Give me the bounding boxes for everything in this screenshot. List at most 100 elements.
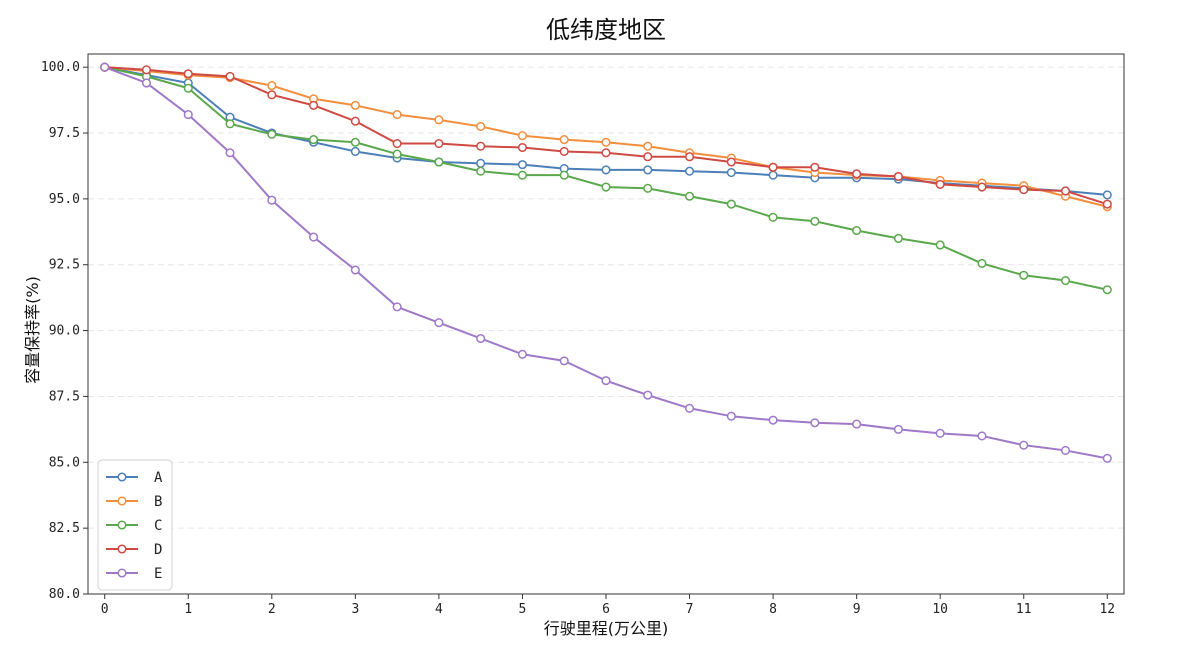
data-point [768,212,778,222]
y-tick-label: 97.5 [49,126,80,141]
data-point [977,431,987,441]
data-point [1060,275,1071,286]
y-tick-label: 92.5 [49,258,80,273]
legend-label: C [154,518,162,534]
legend-item-a: A [106,470,163,486]
data-point [726,167,736,178]
x-tick-label: 7 [686,602,694,617]
y-tick-label: 95.0 [49,192,80,207]
x-tick-label: 9 [853,602,861,617]
data-point [601,376,611,386]
data-point [977,182,987,192]
legend-label: B [154,494,162,510]
x-tick-label: 11 [1016,602,1032,617]
y-axis-title: 容量保持率(%) [23,276,42,384]
data-point [810,418,820,428]
plot-area-frame [87,53,1125,595]
data-point [726,199,736,209]
data-point [684,166,695,176]
data-point [476,141,486,151]
x-tick-label: 10 [932,602,948,617]
legend-marker [117,472,127,482]
data-point [935,240,945,250]
data-point [643,141,653,151]
data-point [267,81,277,91]
legend-marker [117,544,127,554]
data-point [225,148,235,158]
data-point [1102,285,1112,295]
x-tick-label: 12 [1099,602,1115,617]
data-point [517,142,528,153]
data-point [392,302,402,312]
data-point [141,78,152,88]
data-point [350,116,360,126]
data-point [852,169,862,179]
data-point [392,139,402,149]
data-point [643,183,653,193]
data-point [559,356,569,366]
chart-title: 低纬度地区 [546,16,666,44]
data-point [810,162,820,172]
data-point [476,333,486,344]
data-point [643,165,653,175]
data-point [810,216,820,226]
data-point [1019,440,1029,450]
x-tick-label: 1 [184,602,192,617]
data-point [267,129,277,139]
data-point [1060,445,1071,455]
y-tick-label: 100.0 [41,60,80,75]
y-tick-label: 85.0 [49,455,80,470]
data-point [1102,453,1112,463]
x-tick-label: 8 [769,602,777,617]
x-tick-label: 0 [101,602,109,617]
data-point [476,158,486,168]
data-point [643,152,653,162]
data-point [768,415,778,425]
data-point [1019,270,1029,280]
data-point [225,119,235,129]
data-point [559,146,569,157]
data-point [1019,185,1029,195]
data-point [935,179,945,189]
data-point [1102,199,1112,209]
data-point [977,258,987,268]
data-point [684,403,695,413]
legend-marker [117,520,127,530]
data-point [684,152,695,162]
data-point [643,390,653,400]
data-point [852,225,862,236]
legend-item-e: E [106,566,162,582]
data-point [517,349,528,359]
data-point [392,149,402,159]
series-lines [100,62,1112,463]
data-point [559,135,569,145]
data-point [517,160,528,170]
legend-item-b: B [106,494,162,510]
y-tick-label: 80.0 [49,587,80,602]
legend-label: E [154,566,162,582]
data-point [726,411,736,421]
x-tick-label: 3 [351,602,359,617]
data-point [267,90,277,100]
x-tick-label: 2 [268,602,276,617]
legend-item-d: D [106,542,162,558]
data-point [726,157,736,167]
data-point [517,170,528,180]
data-point [392,110,402,120]
data-point [350,146,360,157]
legend-label: D [154,542,162,558]
data-point [267,195,277,205]
data-point [1102,190,1112,200]
series-c [100,62,1112,295]
data-point [684,191,695,201]
x-axis-title: 行驶里程(万公里) [544,619,669,638]
legend-marker [117,496,127,506]
data-point [434,115,444,125]
data-point [601,137,611,147]
data-point [309,135,319,145]
legend-marker [117,568,127,578]
data-point [309,100,319,110]
data-point [434,157,444,167]
